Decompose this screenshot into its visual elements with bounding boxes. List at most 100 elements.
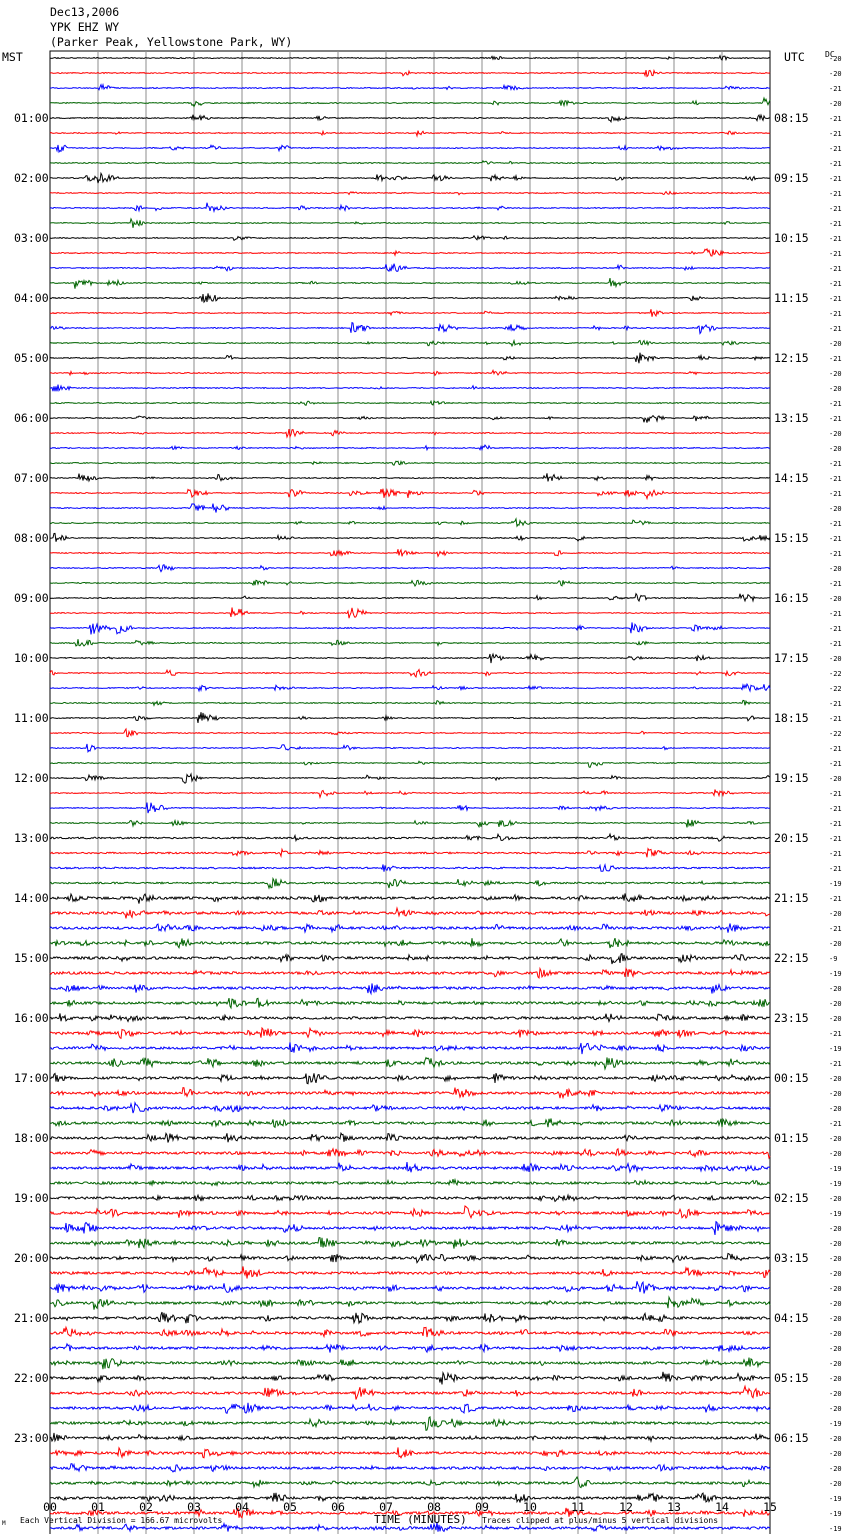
dc-offset-label: -21 bbox=[829, 715, 842, 723]
seismic-trace bbox=[49, 789, 771, 800]
dc-offset-label: -21 bbox=[829, 325, 842, 333]
seismic-trace bbox=[49, 579, 770, 588]
seismic-trace bbox=[49, 1416, 771, 1431]
seismic-trace bbox=[49, 68, 771, 78]
dc-offset-label: -9 bbox=[829, 955, 837, 963]
dc-offset-label: -21 bbox=[829, 310, 842, 318]
dc-offset-label: -20 bbox=[829, 1300, 842, 1308]
dc-offset-label: -19 bbox=[829, 1045, 842, 1053]
dc-offset-label: -20 bbox=[829, 385, 842, 393]
seismic-trace bbox=[49, 892, 771, 904]
seismic-trace bbox=[49, 517, 770, 528]
dc-offset-label: -20 bbox=[829, 655, 842, 663]
seismic-trace bbox=[49, 937, 771, 949]
seismic-trace bbox=[50, 460, 770, 466]
header-location: (Parker Peak, Yellowstone Park, WY) bbox=[50, 35, 292, 49]
seismic-trace bbox=[49, 563, 771, 573]
left-hour-label: 05:00 bbox=[14, 351, 49, 365]
dc-offset-label: -20 bbox=[829, 1345, 842, 1353]
seismic-trace bbox=[49, 652, 770, 664]
x-tick-label: 15 bbox=[763, 1500, 777, 1514]
dc-offset-label: -22 bbox=[829, 670, 842, 678]
right-hour-label: 02:15 bbox=[774, 1191, 809, 1205]
left-hour-labels: 01:00 02:00 03:00 04:00 05:00 06:00 07:00 08:00… bbox=[14, 111, 49, 1445]
dc-offset-label: -20 bbox=[829, 1450, 842, 1458]
x-tick-label: 12 bbox=[619, 1500, 633, 1514]
right-hour-label: 20:15 bbox=[774, 831, 809, 845]
dc-offset-label: -21 bbox=[829, 145, 842, 153]
dc-offset-label: -20 bbox=[829, 940, 842, 948]
left-hour-label: 08:00 bbox=[14, 531, 49, 545]
dc-offset-label: -20 bbox=[829, 775, 842, 783]
dc-offset-label: -21 bbox=[829, 790, 842, 798]
left-hour-label: 19:00 bbox=[14, 1191, 49, 1205]
dc-offset-label: -20 bbox=[829, 370, 842, 378]
dc-offset-label: -21 bbox=[829, 895, 842, 903]
dc-offset-label: -21 bbox=[829, 820, 842, 828]
x-tick-label: 04 bbox=[235, 1500, 249, 1514]
seismic-trace bbox=[49, 712, 771, 723]
right-hour-label: 11:15 bbox=[774, 291, 809, 305]
left-hour-label: 01:00 bbox=[14, 111, 49, 125]
x-tick-label: 09 bbox=[475, 1500, 489, 1514]
dc-offset-label: -21 bbox=[829, 130, 842, 138]
right-timezone-label: UTC bbox=[784, 50, 805, 64]
seismic-trace bbox=[49, 1462, 771, 1473]
seismic-trace bbox=[49, 277, 771, 289]
seismic-trace bbox=[49, 369, 771, 377]
seismic-trace bbox=[50, 384, 771, 392]
seismic-trace bbox=[49, 639, 770, 648]
footer-scale-note: Each Vertical Division = 166.67 microvol… bbox=[20, 1516, 222, 1525]
left-hour-label: 14:00 bbox=[14, 891, 49, 905]
dc-offset-label: -21 bbox=[829, 205, 842, 213]
seismic-trace bbox=[49, 607, 771, 619]
dc-offset-label: -19 bbox=[829, 880, 842, 888]
x-tick-label: 07 bbox=[379, 1500, 393, 1514]
seismic-trace bbox=[49, 1357, 771, 1370]
seismic-trace bbox=[49, 699, 771, 707]
dc-offset-label: -20 bbox=[829, 1075, 842, 1083]
seismic-trace bbox=[49, 352, 771, 364]
dc-offset-label: -20 bbox=[829, 1015, 842, 1023]
seismic-trace bbox=[49, 1402, 771, 1415]
seismic-trace bbox=[49, 1056, 771, 1071]
seismic-trace bbox=[49, 1492, 771, 1504]
seismic-trace bbox=[49, 1042, 771, 1055]
right-hour-label: 23:15 bbox=[774, 1011, 809, 1025]
seismic-trace bbox=[49, 321, 771, 335]
dc-offset-label: -21 bbox=[829, 1060, 842, 1068]
dc-offset-label: -20 bbox=[829, 1195, 842, 1203]
seismic-trace bbox=[49, 668, 771, 678]
dc-header-label: DC bbox=[825, 50, 835, 59]
dc-offset-label: -21 bbox=[829, 1030, 842, 1038]
dc-offset-label: -19 bbox=[829, 1210, 842, 1218]
seismic-trace bbox=[49, 1193, 771, 1203]
right-hour-label: 00:15 bbox=[774, 1071, 809, 1085]
left-hour-label: 23:00 bbox=[14, 1431, 49, 1445]
left-hour-label: 10:00 bbox=[14, 651, 49, 665]
dc-offset-label: -20 bbox=[829, 595, 842, 603]
seismic-trace bbox=[49, 1101, 771, 1114]
x-tick-label: 02 bbox=[139, 1500, 153, 1514]
seismic-trace bbox=[49, 129, 771, 138]
right-hour-label: 01:15 bbox=[774, 1131, 809, 1145]
x-axis-label: TIME (MINUTES) bbox=[374, 1513, 467, 1526]
seismic-trace bbox=[49, 966, 771, 979]
seismic-trace bbox=[49, 217, 770, 228]
dc-offset-label: -21 bbox=[829, 610, 842, 618]
seismic-trace bbox=[49, 160, 771, 165]
dc-offset-label: -21 bbox=[829, 400, 842, 408]
seismic-trace bbox=[49, 772, 771, 784]
seismic-trace bbox=[49, 532, 771, 542]
seismic-trace bbox=[49, 1131, 771, 1143]
right-hour-label: 09:15 bbox=[774, 171, 809, 185]
dc-offset-label: -21 bbox=[829, 415, 842, 423]
seismic-trace bbox=[49, 399, 771, 406]
seismic-trace bbox=[49, 906, 771, 919]
seismic-trace bbox=[49, 548, 771, 558]
seismic-trace bbox=[49, 1117, 771, 1129]
plot-frame bbox=[49, 50, 771, 1534]
dc-offset-label: -20 bbox=[829, 445, 842, 453]
seismic-trace bbox=[49, 682, 771, 693]
dc-offset-label: -20 bbox=[829, 1150, 842, 1158]
